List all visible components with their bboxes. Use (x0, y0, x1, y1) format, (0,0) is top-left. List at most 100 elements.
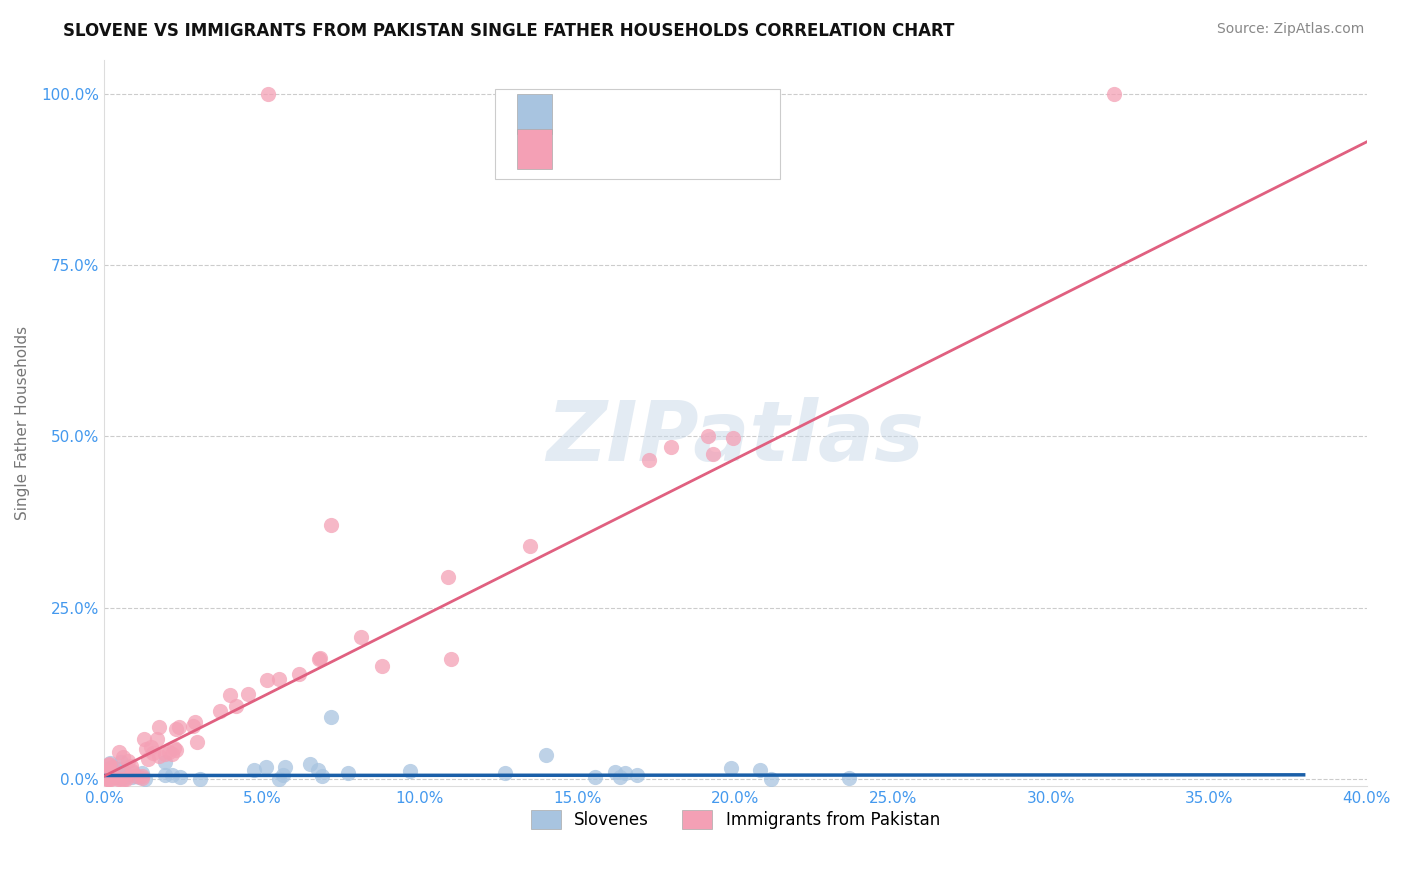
Point (105, 770, 128, 784)
Text: 0.004: 0.004 (607, 105, 665, 123)
Point (121, 764, 143, 778)
Point (181, 719, 204, 733)
Point (97, 769, 120, 783)
Point (131, 769, 153, 783)
Point (157, 745, 180, 759)
FancyBboxPatch shape (495, 88, 779, 179)
Point (112, 772, 135, 786)
Point (165, 743, 187, 757)
Point (98, 764, 121, 779)
Point (637, 453, 659, 467)
Point (125, 769, 148, 783)
Point (398, 764, 420, 778)
Point (605, 764, 627, 779)
Point (311, 769, 333, 783)
Point (94, 768, 117, 782)
Point (97, 772, 120, 786)
Point (100, 771, 122, 785)
Point (759, 772, 782, 786)
Point (321, 518, 343, 533)
Point (134, 772, 156, 786)
Point (160, 768, 183, 782)
Point (112, 772, 135, 786)
Point (112, 750, 135, 764)
Point (626, 768, 648, 782)
Point (838, 771, 860, 785)
FancyBboxPatch shape (517, 128, 553, 169)
Point (186, 735, 208, 749)
Point (108, 762, 131, 776)
Point (146, 732, 169, 747)
Point (131, 772, 153, 786)
Point (437, 570, 460, 584)
Point (96, 772, 118, 786)
Point (702, 447, 724, 461)
Point (107, 745, 129, 759)
Point (256, 673, 278, 688)
Point (299, 756, 322, 771)
Point (273, 759, 295, 773)
Point (125, 769, 148, 783)
Point (613, 766, 636, 780)
Point (107, 768, 129, 782)
Point (121, 770, 143, 784)
Point (440, 652, 463, 666)
Point (236, 687, 259, 701)
Point (371, 659, 394, 673)
Point (101, 765, 124, 780)
Point (609, 770, 631, 784)
Point (97, 757, 120, 772)
Point (117, 754, 139, 768)
Point (160, 747, 183, 762)
Point (100, 772, 122, 786)
Point (219, 689, 242, 703)
Point (519, 539, 541, 553)
Point (349, 630, 371, 644)
Point (108, 771, 131, 785)
Point (101, 759, 124, 773)
Legend: Slovenes, Immigrants from Pakistan: Slovenes, Immigrants from Pakistan (524, 803, 946, 836)
Point (94, 767, 117, 781)
Point (114, 772, 136, 786)
Point (153, 768, 176, 782)
Point (749, 763, 772, 777)
Point (583, 770, 606, 784)
Point (97, 771, 120, 785)
Point (93, 762, 115, 776)
Y-axis label: Single Father Households: Single Father Households (15, 326, 30, 520)
Point (163, 740, 186, 755)
Point (494, 766, 516, 780)
Point (167, 720, 190, 734)
Point (139, 740, 162, 755)
Point (97, 756, 120, 771)
Point (110, 755, 132, 769)
Point (267, 672, 290, 686)
Point (112, 768, 135, 782)
Point (131, 766, 153, 780)
Point (110, 765, 132, 780)
Point (165, 722, 187, 736)
Point (659, 440, 682, 454)
Point (101, 771, 124, 785)
Point (134, 731, 156, 746)
Text: SLOVENE VS IMMIGRANTS FROM PAKISTAN SINGLE FATHER HOUSEHOLDS CORRELATION CHART: SLOVENE VS IMMIGRANTS FROM PAKISTAN SING… (63, 22, 955, 40)
Point (107, 772, 129, 786)
Point (135, 742, 157, 756)
Text: N =: N = (681, 140, 733, 158)
Text: R =: R = (568, 140, 612, 158)
Point (184, 714, 207, 729)
Point (308, 652, 330, 666)
Text: 0.876: 0.876 (610, 140, 668, 158)
Text: R =: R = (568, 105, 606, 123)
Point (243, 763, 266, 777)
Point (94, 769, 117, 783)
FancyBboxPatch shape (517, 95, 553, 135)
Point (288, 666, 311, 681)
Point (267, 772, 290, 786)
Text: Source: ZipAtlas.com: Source: ZipAtlas.com (1216, 22, 1364, 37)
Text: N =: N = (681, 105, 733, 123)
Point (148, 749, 170, 764)
Point (100, 768, 122, 782)
Point (120, 759, 142, 773)
Point (696, 428, 718, 442)
